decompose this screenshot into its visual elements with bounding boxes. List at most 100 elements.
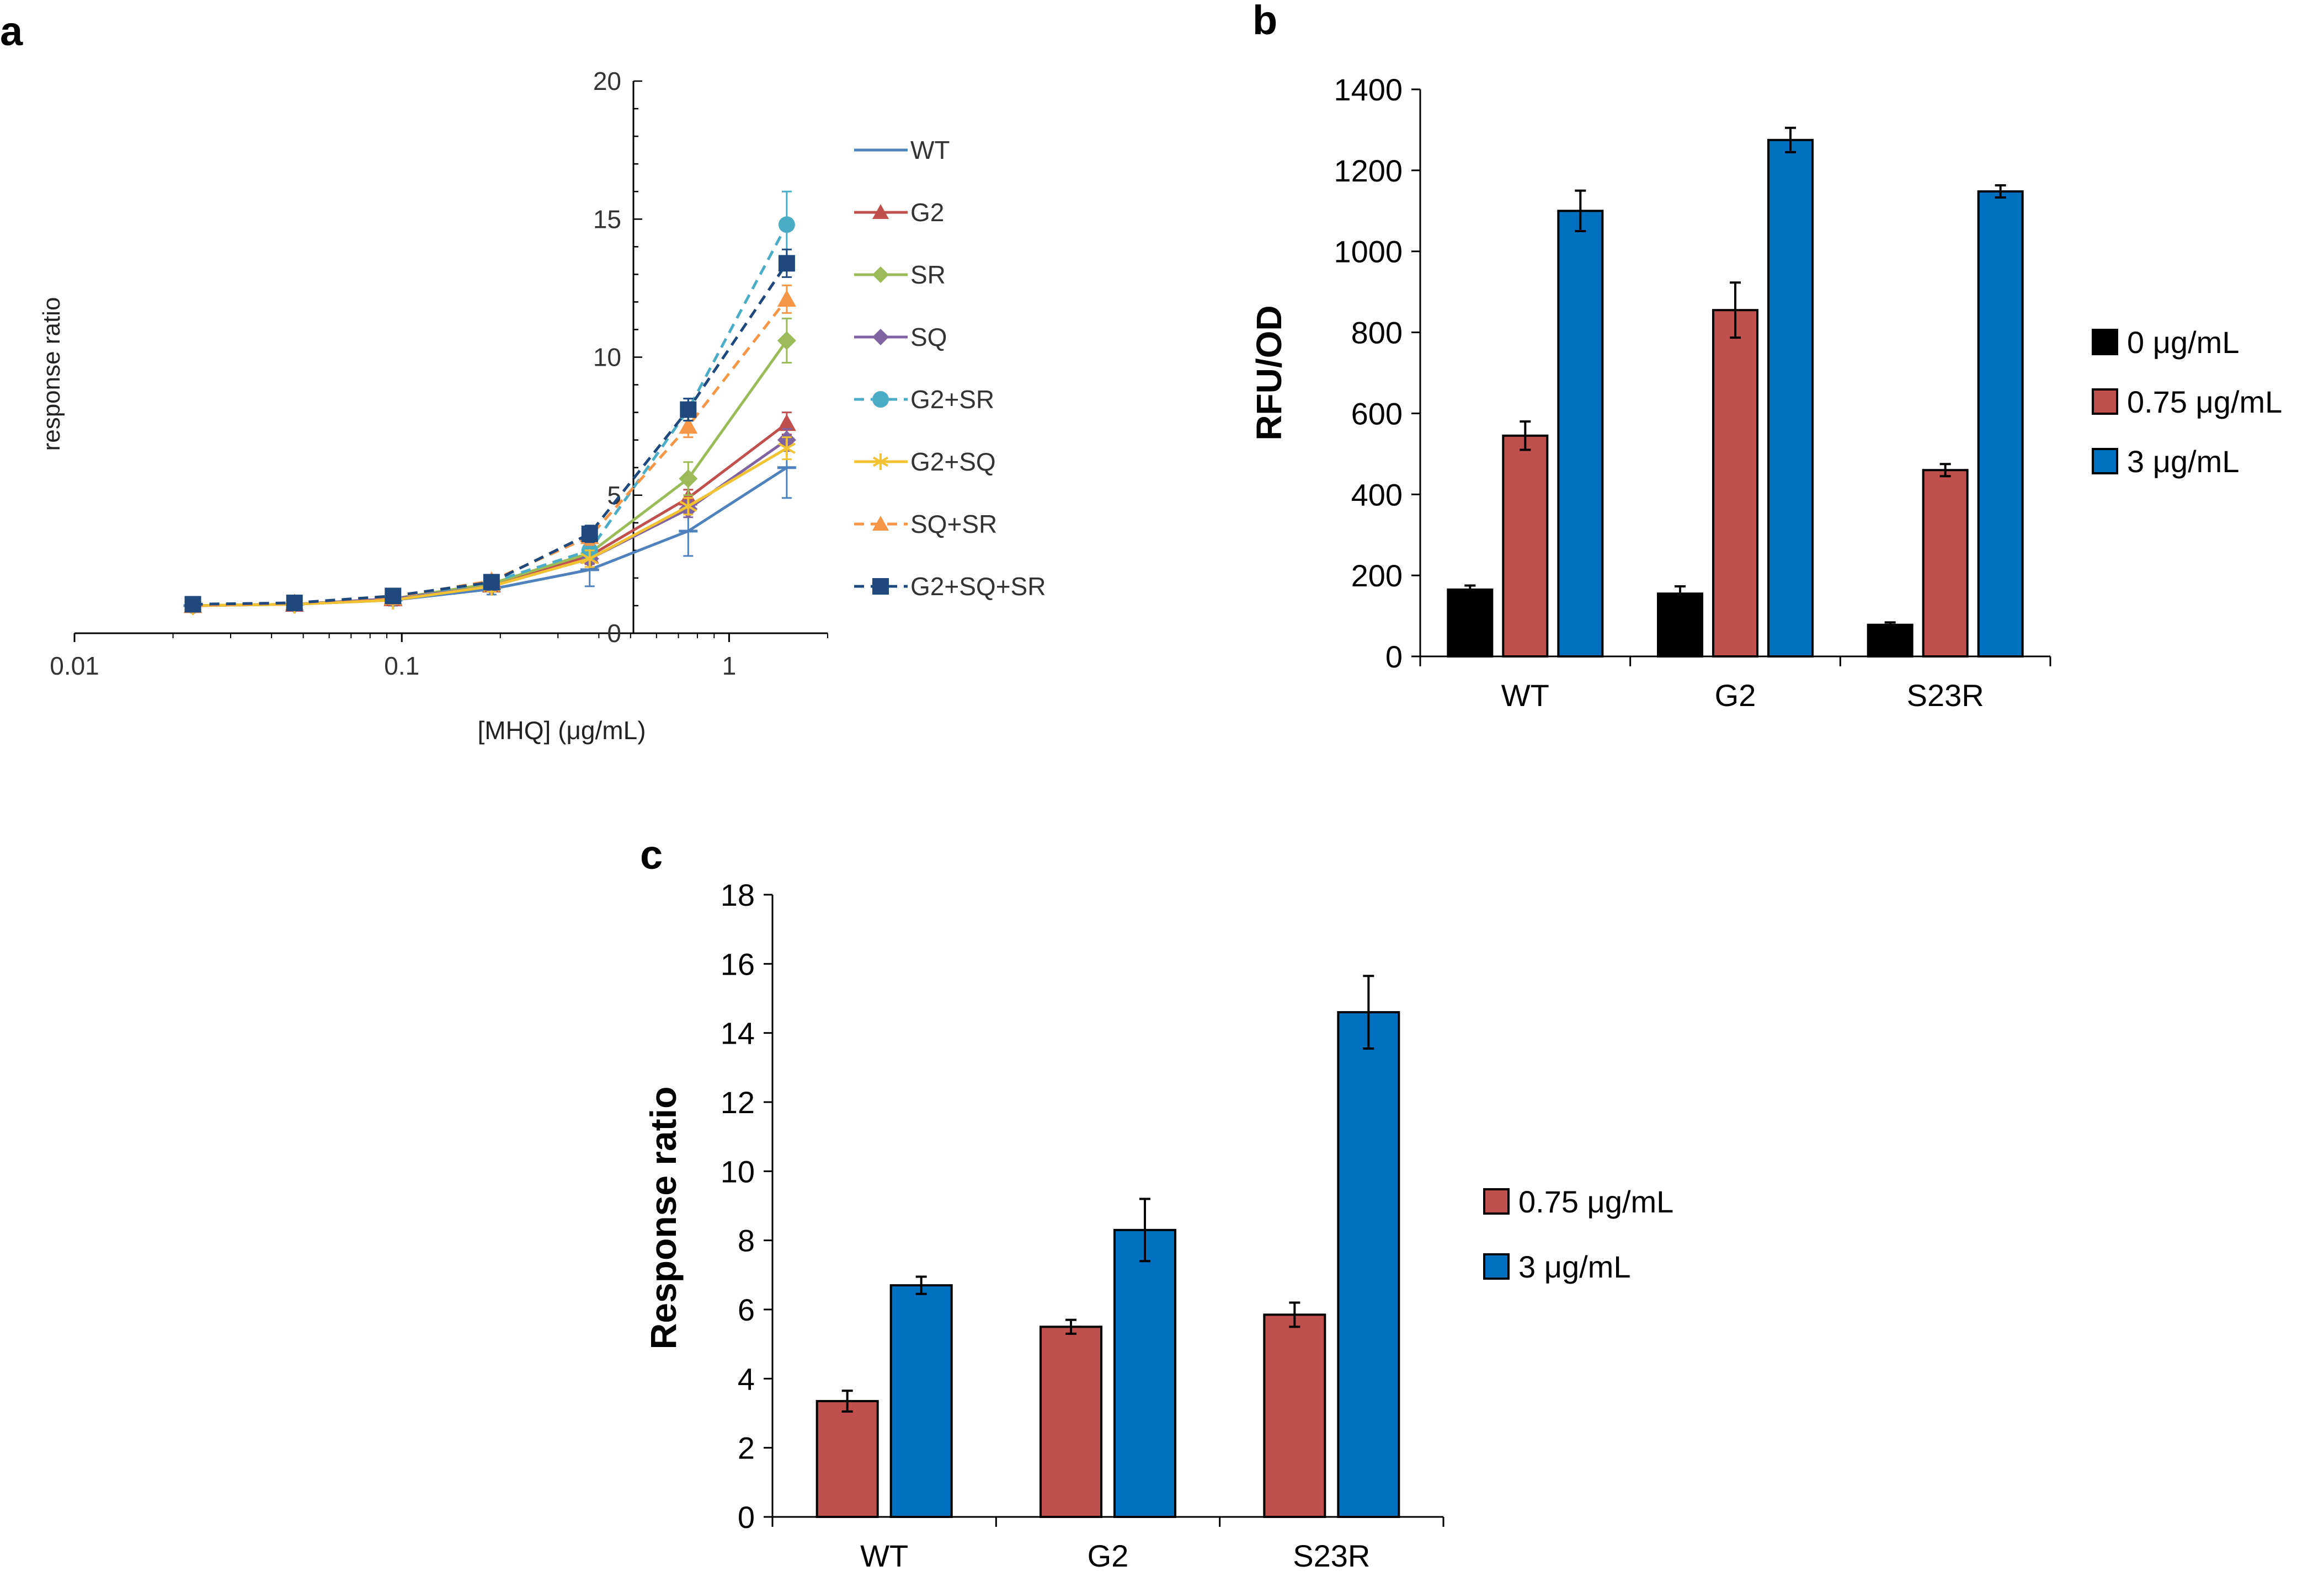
legend-entry-1: 3 μg/mL	[1483, 1249, 1630, 1284]
data-point	[872, 329, 889, 345]
series-g2-sq-sr	[184, 248, 795, 613]
data-point	[777, 414, 796, 431]
bar-s23r-0	[1867, 623, 1913, 658]
data-point	[777, 331, 796, 350]
y-tick-label: 200	[1351, 558, 1403, 593]
data-point	[483, 574, 500, 591]
y-tick-label: 14	[721, 1016, 755, 1051]
legend-label: G2	[910, 198, 944, 227]
legend-entry-g2-sr: G2+SR	[854, 385, 994, 414]
bar-s23r-1	[1922, 469, 1969, 658]
legend-label: G2+SQ	[910, 447, 996, 476]
data-point-stroke	[872, 456, 889, 467]
legend-swatch	[1483, 1188, 1510, 1215]
legend-entry-2: 3 μg/mL	[2092, 444, 2239, 479]
category-label: G2	[1088, 1538, 1129, 1573]
y-tick-label: 600	[1351, 396, 1403, 431]
legend-label: WT	[910, 136, 950, 164]
y-tick-label: 12	[721, 1085, 755, 1120]
legend-label: 0.75 μg/mL	[2127, 384, 2282, 419]
legend-label: G2+SQ+SR	[910, 572, 1046, 601]
data-point	[872, 391, 889, 408]
series-sq-sr	[183, 284, 796, 613]
legend-swatch	[2092, 388, 2118, 415]
y-tick-label: 400	[1351, 477, 1403, 512]
data-point-stroke	[778, 442, 796, 454]
y-tick-label: 800	[1351, 316, 1403, 350]
panel-label-c: c	[640, 832, 663, 878]
legend-entry-0: 0.75 μg/mL	[1483, 1184, 1673, 1219]
y-tick-label: 1000	[1334, 234, 1403, 269]
bar-wt-1	[889, 1284, 953, 1518]
legend-label: SR	[910, 260, 946, 289]
legend-label: 3 μg/mL	[1518, 1249, 1630, 1284]
legend-entry-sr: SR	[854, 260, 946, 289]
panel-c-bar-chart: 0 2 4 6 8 10 12 14 16 18 WT G2 S23R Response ratio 0.7…	[643, 878, 1673, 1573]
data-point	[778, 255, 795, 272]
bar-g2-0	[1040, 1326, 1102, 1518]
series-sr	[183, 317, 796, 615]
data-point	[679, 469, 698, 488]
series-line	[193, 340, 788, 607]
x-axis-title: [MHQ] (μg/mL)	[477, 716, 646, 745]
category-label: WT	[860, 1538, 908, 1573]
bar-wt-1	[1502, 434, 1549, 658]
y-axis-title: Response ratio	[643, 1087, 684, 1350]
data-point	[777, 290, 796, 307]
bar-g2-0	[1657, 592, 1703, 658]
x-tick-label: 0.1	[384, 651, 419, 680]
category-label: S23R	[1907, 678, 1984, 713]
y-tick-label: 20	[593, 67, 621, 95]
data-point	[872, 516, 889, 531]
category-label: G2	[1715, 678, 1756, 713]
category-label: S23R	[1293, 1538, 1370, 1573]
y-tick-label: 4	[738, 1361, 755, 1396]
x-tick-label: 1	[722, 651, 737, 680]
y-tick-label: 2	[738, 1431, 755, 1466]
bar-s23r-1	[1337, 1011, 1400, 1518]
category-label: WT	[1501, 678, 1549, 713]
legend-label: 0.75 μg/mL	[1518, 1184, 1673, 1219]
data-point	[580, 549, 599, 568]
data-point	[778, 439, 796, 458]
y-tick-label: 15	[593, 205, 621, 233]
y-tick-label: 18	[721, 878, 755, 912]
y-tick-label: 0	[1385, 639, 1403, 674]
data-point	[778, 216, 795, 233]
bar-wt-0	[815, 1400, 879, 1518]
legend-entry-g2: G2	[854, 198, 944, 227]
data-point	[872, 453, 889, 470]
panel-label-a: a	[0, 8, 23, 54]
legend-entry-0: 0 μg/mL	[2092, 325, 2239, 360]
legend-label: 0 μg/mL	[2127, 325, 2239, 360]
data-point	[680, 401, 697, 418]
bar-s23r-2	[1977, 190, 2024, 658]
panel-label-b: b	[1252, 0, 1277, 43]
bar-g2-1	[1113, 1228, 1176, 1519]
bar-s23r-0	[1263, 1313, 1326, 1518]
data-point-stroke	[679, 500, 697, 512]
legend-swatch	[1483, 1253, 1510, 1280]
data-point	[679, 496, 697, 516]
legend-entry-wt: WT	[854, 136, 950, 164]
y-tick-label: 1400	[1334, 72, 1403, 107]
legend-label: SQ+SR	[910, 510, 997, 538]
legend-label: SQ	[910, 323, 947, 351]
data-point	[679, 416, 698, 434]
data-point	[184, 596, 201, 613]
y-tick-label: 0	[607, 619, 621, 648]
legend-entry-sq: SQ	[854, 323, 947, 351]
bar-wt-2	[1557, 210, 1604, 658]
data-point	[872, 204, 889, 219]
y-axis-title: response ratio	[38, 297, 65, 451]
data-point	[581, 525, 598, 542]
legend-entry-1: 0.75 μg/mL	[2092, 384, 2282, 419]
y-tick-label: 8	[738, 1223, 755, 1258]
legend-swatch	[2092, 448, 2118, 474]
series-g2-sr	[184, 190, 795, 614]
data-point-stroke	[580, 553, 599, 565]
y-axis-title: RFU/OD	[1249, 305, 1289, 440]
series-line	[193, 298, 788, 607]
